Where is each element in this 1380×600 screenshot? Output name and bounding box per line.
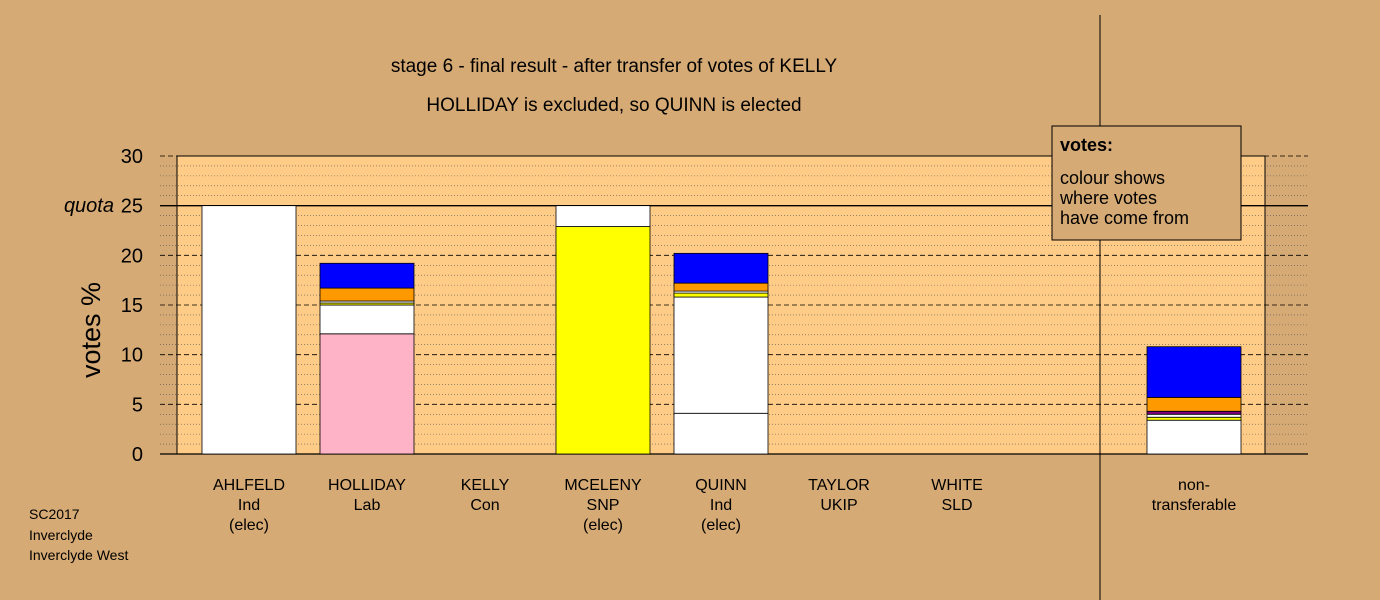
x-tick-labels: AHLFELD Ind (elec) HOLLIDAY Lab KELLY Con MCELE… xyxy=(213,477,1236,534)
candidate-bar xyxy=(319,262,415,455)
bar-segment xyxy=(319,304,415,335)
legend-line: have come from xyxy=(1060,208,1189,228)
nontransferable-label: non- xyxy=(1178,477,1210,494)
bars xyxy=(201,205,1242,455)
y-tick-label: 10 xyxy=(121,345,143,367)
legend-line: where votes xyxy=(1059,188,1157,208)
candidate-label: KELLY xyxy=(461,477,510,494)
legend-title: votes: xyxy=(1060,135,1113,155)
y-tick-label: 20 xyxy=(121,245,143,267)
candidate-bar xyxy=(555,205,651,455)
legend-box xyxy=(1051,125,1242,241)
bar-segment xyxy=(1146,416,1242,421)
candidate-bar xyxy=(673,252,769,455)
bar-segment xyxy=(673,296,769,414)
bar-segment xyxy=(555,226,651,455)
candidate-label: TAYLOR xyxy=(808,477,870,494)
chart-title: stage 6 - final result - after transfer … xyxy=(391,56,838,77)
legend: votes: colour shows where votes have com… xyxy=(1051,125,1242,241)
bar-segment xyxy=(1146,410,1242,415)
chart-subtitle: HOLLIDAY is excluded, so QUINN is electe… xyxy=(426,95,801,116)
footer-line: Inverclyde xyxy=(29,527,93,543)
footer-line: Inverclyde West xyxy=(29,547,128,563)
bar-segment xyxy=(319,287,415,302)
candidate-bar xyxy=(201,205,297,455)
candidate-label: SNP xyxy=(587,497,620,514)
candidate-label: WHITE xyxy=(931,477,983,494)
candidate-label: SLD xyxy=(941,497,972,514)
candidate-label: Con xyxy=(470,497,499,514)
bar-segment xyxy=(1146,419,1242,455)
candidate-label: (elec) xyxy=(583,517,623,534)
y-tick-label: 0 xyxy=(132,444,143,466)
nontransferable-label: transferable xyxy=(1152,497,1237,514)
y-tick-label: 5 xyxy=(132,394,143,416)
bar-segment xyxy=(673,292,769,298)
bar-segment xyxy=(319,333,415,455)
y-axis-label: votes % xyxy=(76,282,106,378)
y-tick-label: 15 xyxy=(121,295,143,317)
bar-segment xyxy=(319,262,415,289)
footer-line: SC2017 xyxy=(29,506,80,522)
bar-segment xyxy=(673,282,769,292)
bar-segment xyxy=(1146,413,1242,418)
y-tick-label: 25 xyxy=(121,196,143,218)
candidate-label: UKIP xyxy=(820,497,857,514)
nontransferable-bar xyxy=(1146,346,1242,455)
quota-label: quota xyxy=(64,195,114,217)
candidate-label: Ind xyxy=(238,497,260,514)
candidate-label: (elec) xyxy=(701,517,741,534)
candidate-label: MCELENY xyxy=(564,477,642,494)
bar-segment xyxy=(555,205,651,227)
y-tick-labels: 0 5 10 15 20 25 30 xyxy=(121,146,143,466)
y-tick-label: 30 xyxy=(121,146,143,168)
candidate-label: AHLFELD xyxy=(213,477,285,494)
footer: SC2017 Inverclyde Inverclyde West xyxy=(29,506,128,563)
candidate-label: (elec) xyxy=(229,517,269,534)
bar-segment xyxy=(201,205,297,455)
bar-segment xyxy=(1146,346,1242,398)
bar-segment xyxy=(673,252,769,284)
candidate-label: HOLLIDAY xyxy=(328,477,406,494)
candidate-label: QUINN xyxy=(695,477,747,494)
bar-segment xyxy=(673,412,769,455)
legend-line: colour shows xyxy=(1060,168,1165,188)
candidate-label: Ind xyxy=(710,497,732,514)
bar-segment xyxy=(1146,396,1242,412)
candidate-label: Lab xyxy=(354,497,381,514)
